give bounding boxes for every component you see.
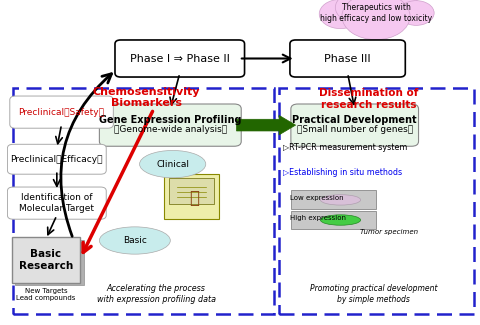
Text: Basic
Research: Basic Research bbox=[19, 249, 73, 271]
Text: Basic: Basic bbox=[123, 236, 147, 245]
Circle shape bbox=[398, 1, 434, 25]
Circle shape bbox=[381, 0, 420, 22]
Circle shape bbox=[336, 0, 381, 23]
FancyBboxPatch shape bbox=[290, 190, 376, 209]
Text: Dissemination of
research results: Dissemination of research results bbox=[319, 88, 419, 110]
Text: Gene Expression Profiling: Gene Expression Profiling bbox=[99, 115, 241, 124]
Text: Preclinical（Safety）: Preclinical（Safety） bbox=[19, 108, 105, 117]
Text: Accelerating the process
with expression profiling data: Accelerating the process with expression… bbox=[96, 284, 216, 304]
Text: Practical Development: Practical Development bbox=[292, 115, 417, 124]
Text: ✋: ✋ bbox=[189, 189, 199, 207]
Text: Phase III: Phase III bbox=[324, 54, 371, 63]
FancyBboxPatch shape bbox=[12, 237, 80, 283]
FancyBboxPatch shape bbox=[99, 104, 241, 146]
Text: （Genome-wide analysis）: （Genome-wide analysis） bbox=[114, 125, 227, 135]
Text: High expression: High expression bbox=[290, 215, 346, 221]
Text: Promoting practical development
by simple methods: Promoting practical development by simpl… bbox=[310, 284, 437, 304]
Text: Chemosensitivity
Biomarkers: Chemosensitivity Biomarkers bbox=[93, 87, 201, 108]
FancyBboxPatch shape bbox=[290, 211, 376, 229]
FancyBboxPatch shape bbox=[115, 40, 244, 77]
FancyBboxPatch shape bbox=[164, 174, 219, 219]
Text: ▷Establishing in situ methods: ▷Establishing in situ methods bbox=[283, 168, 402, 177]
Text: Clinical: Clinical bbox=[156, 160, 189, 169]
Ellipse shape bbox=[99, 227, 170, 254]
Text: New Targets
Lead compounds: New Targets Lead compounds bbox=[16, 288, 76, 301]
FancyBboxPatch shape bbox=[169, 178, 214, 204]
Ellipse shape bbox=[140, 150, 206, 178]
Text: （Small number of genes）: （Small number of genes） bbox=[297, 125, 413, 135]
Text: ▷RT-PCR measurement system: ▷RT-PCR measurement system bbox=[283, 143, 407, 152]
FancyBboxPatch shape bbox=[291, 104, 419, 146]
Text: Preclinical（Efficacy）: Preclinical（Efficacy） bbox=[11, 155, 103, 164]
Ellipse shape bbox=[321, 195, 360, 205]
Text: Therapeutics with
high efficacy and low toxicity: Therapeutics with high efficacy and low … bbox=[320, 3, 432, 23]
FancyBboxPatch shape bbox=[15, 240, 84, 285]
Text: Tumor specimen: Tumor specimen bbox=[360, 229, 419, 235]
FancyBboxPatch shape bbox=[7, 187, 106, 219]
Circle shape bbox=[354, 0, 403, 22]
Ellipse shape bbox=[321, 215, 360, 225]
Circle shape bbox=[342, 0, 410, 40]
FancyBboxPatch shape bbox=[7, 144, 106, 174]
FancyBboxPatch shape bbox=[10, 96, 113, 128]
Polygon shape bbox=[237, 115, 296, 135]
FancyBboxPatch shape bbox=[290, 40, 405, 77]
Text: Low expression: Low expression bbox=[290, 195, 344, 201]
Circle shape bbox=[319, 0, 362, 29]
Text: Phase I ⇒ Phase II: Phase I ⇒ Phase II bbox=[130, 54, 230, 63]
Text: Identification of
Molecular Target: Identification of Molecular Target bbox=[19, 193, 95, 213]
